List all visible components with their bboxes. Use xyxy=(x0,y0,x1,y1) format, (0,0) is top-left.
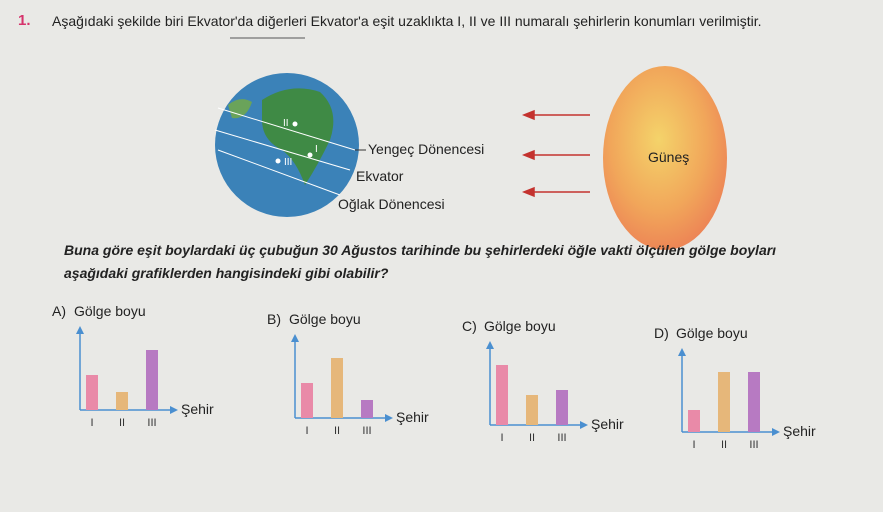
bar xyxy=(331,358,343,418)
bar xyxy=(146,350,158,410)
x-axis-label: Şehir xyxy=(591,416,624,432)
bar xyxy=(361,400,373,418)
prompt-line: aşağıdaki grafiklerden hangisindeki gibi… xyxy=(64,265,389,281)
city-label: II xyxy=(283,118,289,129)
option-letter: C) xyxy=(462,318,477,334)
category-label: II xyxy=(119,417,125,429)
category-label: II xyxy=(334,425,340,437)
option-letter: D) xyxy=(654,325,669,341)
bar xyxy=(556,390,568,425)
option-letter: B) xyxy=(267,311,281,327)
arrow-head xyxy=(76,326,84,334)
x-axis-label: Şehir xyxy=(396,409,429,425)
arrow-head xyxy=(580,421,588,429)
sun xyxy=(603,66,727,250)
category-label: I xyxy=(692,439,695,451)
bar xyxy=(301,383,313,418)
prompt-line: Buna göre eşit boylardaki üç çubuğun 30 … xyxy=(64,242,776,258)
bar xyxy=(496,365,508,425)
question-number: 1. xyxy=(18,12,31,29)
x-axis-label: Şehir xyxy=(783,423,816,439)
x-axis-label: Şehir xyxy=(181,401,214,417)
bar xyxy=(86,375,98,410)
earth xyxy=(214,73,359,217)
arrow-head xyxy=(291,334,299,342)
arrow-head xyxy=(678,348,686,356)
y-axis-label: Gölge boyu xyxy=(74,303,146,319)
category-label: I xyxy=(500,432,503,444)
arrow-head xyxy=(385,414,393,422)
bar xyxy=(748,372,760,432)
arrow-head xyxy=(486,341,494,349)
bar xyxy=(718,372,730,432)
y-axis-label: Gölge boyu xyxy=(676,325,748,341)
category-label: I xyxy=(90,417,93,429)
line-label: Oğlak Dönencesi xyxy=(338,196,445,212)
category-label: II xyxy=(529,432,535,444)
category-label: III xyxy=(147,417,156,429)
city-label: I xyxy=(315,144,318,155)
line-label: Yengeç Dönencesi xyxy=(368,141,484,157)
line-label: Ekvator xyxy=(356,168,404,184)
option-letter: A) xyxy=(52,303,66,319)
arrow-head xyxy=(170,406,178,414)
category-label: III xyxy=(362,425,371,437)
sun-label: Güneş xyxy=(648,149,689,165)
arrow-head xyxy=(772,428,780,436)
sun-rays xyxy=(521,109,590,198)
category-label: II xyxy=(721,439,727,451)
category-label: I xyxy=(305,425,308,437)
bar xyxy=(526,395,538,425)
city-label: III xyxy=(284,157,292,168)
category-label: III xyxy=(557,432,566,444)
y-axis-label: Gölge boyu xyxy=(484,318,556,334)
bar xyxy=(688,410,700,432)
category-label: III xyxy=(749,439,758,451)
question-text: Aşağıdaki şekilde biri Ekvator'da diğerl… xyxy=(52,13,762,29)
y-axis-label: Gölge boyu xyxy=(289,311,361,327)
bar xyxy=(116,392,128,410)
